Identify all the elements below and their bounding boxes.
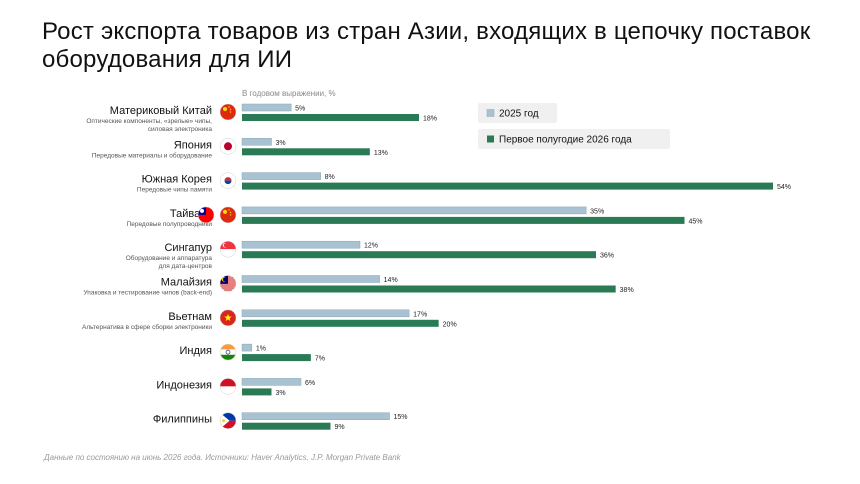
value-label: 54%	[777, 184, 791, 191]
country-description: Упаковка и тестирование чипов (back-end)	[83, 290, 212, 297]
chart-row: Филиппины 15% 9%	[153, 412, 408, 431]
bar-2025	[241, 378, 302, 386]
country-label: Сингапур	[164, 242, 212, 254]
country-description: Передовые полупроводники	[127, 221, 213, 228]
bar-2025	[241, 412, 390, 420]
bar-2025	[241, 103, 292, 112]
bar-2025	[241, 138, 272, 146]
china-flag-icon	[220, 104, 236, 120]
bar-2025	[241, 172, 321, 180]
bar-2026	[242, 319, 439, 327]
chart-title: Рост экспорта товаров из стран Азии, вхо…	[42, 18, 811, 73]
bar-2025	[241, 343, 253, 352]
country-description: Альтернатива в сфере сборки электроники	[82, 323, 212, 331]
vietnam-flag-icon	[220, 309, 236, 326]
malaysia-flag-icon	[220, 275, 236, 292]
country-label: Вьетнам	[168, 311, 212, 323]
value-label: 9%	[335, 424, 345, 431]
value-label: 35%	[590, 208, 604, 215]
bar-2025	[241, 206, 587, 215]
value-label: 7%	[315, 356, 325, 363]
value-label: 45%	[689, 218, 703, 225]
value-label: 14%	[384, 277, 398, 284]
value-label: 36%	[600, 253, 614, 260]
indonesia-flag-icon	[220, 378, 236, 395]
chart-legend: 2025 год Первое полугодие 2026 года	[478, 103, 670, 149]
value-label: 3%	[276, 390, 286, 397]
singapore-flag-icon	[220, 241, 236, 258]
country-description: для дата-центров	[159, 263, 213, 270]
bar-2026	[242, 216, 685, 224]
value-label: 3%	[276, 140, 286, 147]
country-label: Филиппины	[153, 414, 212, 426]
bar-2025	[241, 275, 380, 283]
chart-footnote: Данные по состоянию на июнь 2026 года. И…	[44, 453, 401, 462]
bar-2026	[242, 251, 596, 259]
value-label: 6%	[305, 380, 315, 387]
country-label: Япония	[174, 139, 212, 151]
philippines-flag-icon	[220, 412, 236, 429]
bar-2026	[242, 148, 370, 156]
country-label: Материковый Китай	[110, 105, 212, 117]
chart-row: Индонезия 6% 3%	[156, 378, 315, 397]
india-flag-icon	[220, 344, 236, 361]
japan-flag-icon	[220, 138, 236, 155]
value-label: 17%	[413, 311, 427, 318]
chart-row: Индия 1% 7%	[179, 343, 325, 363]
bar-2025	[241, 309, 410, 318]
value-label: 8%	[325, 174, 335, 181]
country-description: Передовые чипы памяти	[137, 187, 212, 194]
country-description: силовая электроника	[148, 126, 213, 133]
legend-item	[478, 129, 670, 149]
legend-label: Первое полугодие 2026 года	[499, 135, 632, 146]
value-label: 13%	[374, 150, 388, 157]
bar-2026	[242, 285, 616, 293]
bar-2026	[242, 114, 419, 121]
legend-item	[478, 103, 557, 123]
country-description: Оптические компоненты, «зрелые» чипы,	[86, 118, 212, 125]
chart-subtitle: В годовом выражении, %	[242, 89, 336, 98]
legend-swatch	[487, 135, 494, 143]
value-label: 18%	[423, 116, 437, 123]
value-label: 12%	[364, 243, 378, 250]
value-label: 38%	[620, 287, 634, 294]
bar-2026	[242, 182, 773, 190]
value-label: 5%	[295, 106, 305, 113]
legend-label: 2025 год	[499, 109, 539, 120]
china-flag-icon	[220, 206, 236, 223]
taiwan-flag-icon	[198, 206, 214, 223]
value-label: 20%	[443, 321, 457, 328]
value-label: 1%	[256, 346, 266, 353]
bar-2026	[242, 388, 272, 396]
country-label: Индонезия	[156, 379, 212, 391]
country-label: Южная Корея	[142, 174, 212, 186]
country-label: Индия	[179, 345, 212, 357]
bar-2026	[242, 354, 311, 362]
bar-2026	[242, 422, 331, 430]
value-label: 15%	[394, 414, 408, 421]
legend-swatch	[486, 109, 495, 117]
country-label: Малайзия	[161, 277, 212, 289]
bar-2025	[241, 240, 361, 249]
country-description: Оборудование и аппаратура	[126, 254, 213, 262]
country-description: Передовые материалы и оборудование	[92, 151, 213, 159]
